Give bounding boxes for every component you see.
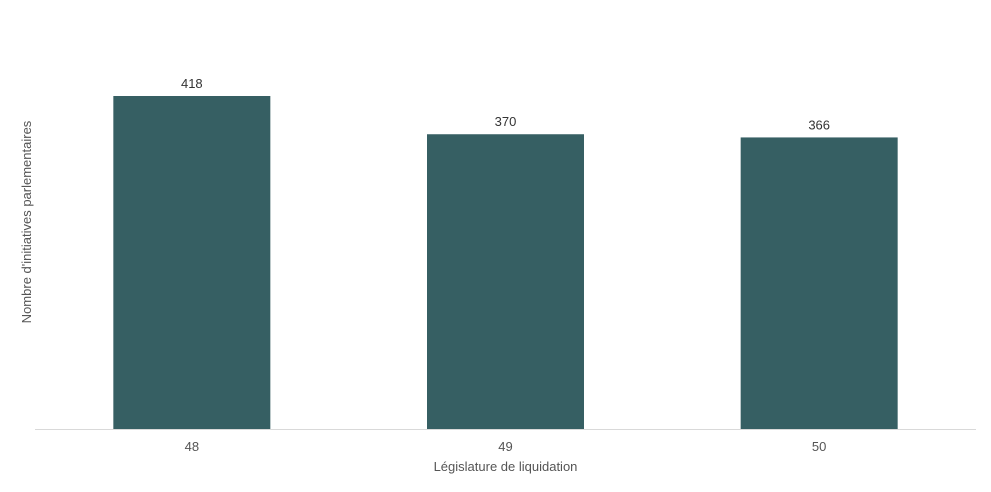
bar-49 bbox=[427, 134, 584, 429]
y-axis-title: Nombre d'initiatives parlementaires bbox=[19, 120, 34, 323]
x-tick-label-49: 49 bbox=[498, 439, 512, 454]
data-label-50: 366 bbox=[808, 117, 830, 132]
x-tick-labels-group: 48 49 50 bbox=[185, 439, 827, 454]
x-tick-label-48: 48 bbox=[185, 439, 199, 454]
bar-48 bbox=[113, 96, 271, 429]
data-label-48: 418 bbox=[181, 76, 203, 91]
bars-group bbox=[113, 96, 898, 429]
x-tick-label-50: 50 bbox=[812, 439, 826, 454]
x-axis-title: Législature de liquidation bbox=[434, 459, 578, 474]
data-label-49: 370 bbox=[495, 114, 517, 129]
bar-50 bbox=[740, 137, 898, 429]
data-labels-group: 418 370 366 bbox=[181, 76, 830, 132]
